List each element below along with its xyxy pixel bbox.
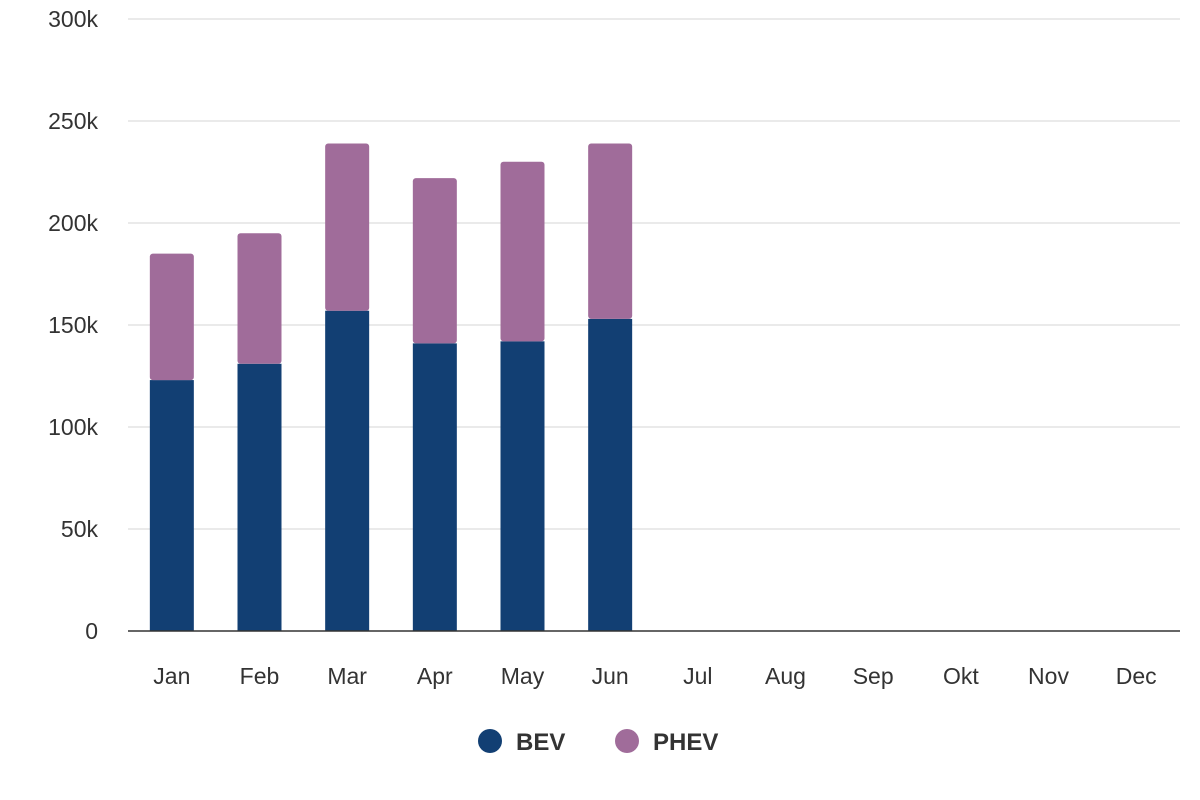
bar-bev-jun[interactable]	[588, 318, 633, 631]
x-tick-label: Nov	[1028, 663, 1069, 689]
legend-label: BEV	[516, 729, 565, 756]
legend-item-phev[interactable]: PHEV	[615, 729, 718, 756]
x-tick-label: Okt	[943, 663, 979, 689]
bars	[149, 143, 633, 631]
gridlines	[128, 18, 1180, 530]
y-tick-label: 150k	[48, 312, 98, 338]
x-tick-label: Sep	[853, 663, 894, 689]
legend: BEV PHEV	[478, 729, 718, 756]
bar-phev-jun[interactable]	[588, 143, 633, 319]
x-tick-label: May	[501, 663, 545, 689]
bar-bev-mar[interactable]	[325, 310, 370, 631]
legend-marker	[478, 729, 502, 753]
x-tick-label: Jul	[683, 663, 712, 689]
legend-label: PHEV	[653, 729, 718, 756]
y-tick-label: 300k	[48, 6, 98, 32]
x-tick-label: Feb	[240, 663, 280, 689]
y-tick-label: 100k	[48, 414, 98, 440]
x-tick-label: Dec	[1116, 663, 1157, 689]
legend-item-bev[interactable]: BEV	[478, 729, 565, 756]
bar-phev-may[interactable]	[500, 161, 545, 342]
bar-phev-mar[interactable]	[325, 143, 370, 311]
y-tick-label: 50k	[61, 516, 99, 542]
x-tick-label: Mar	[327, 663, 367, 689]
bar-bev-feb[interactable]	[237, 363, 282, 631]
x-axis-tick-labels: Jan Feb Mar Apr May Jun Jul Aug Sep Okt Nov Dec	[153, 663, 1156, 689]
x-tick-label: Jun	[592, 663, 629, 689]
bar-bev-apr[interactable]	[412, 343, 457, 631]
y-tick-label: 0	[85, 618, 98, 644]
y-tick-label: 250k	[48, 108, 98, 134]
bar-bev-jan[interactable]	[149, 380, 194, 631]
bar-phev-apr[interactable]	[412, 178, 457, 344]
bar-phev-jan[interactable]	[149, 253, 194, 381]
bar-bev-may[interactable]	[500, 341, 545, 631]
y-axis-tick-labels: 0 50k 100k 150k 200k 250k 300k	[48, 6, 98, 644]
x-tick-label: Jan	[153, 663, 190, 689]
y-tick-label: 200k	[48, 210, 98, 236]
x-tick-label: Apr	[417, 663, 453, 689]
legend-marker	[615, 729, 639, 753]
bar-phev-feb[interactable]	[237, 233, 282, 364]
x-tick-label: Aug	[765, 663, 806, 689]
